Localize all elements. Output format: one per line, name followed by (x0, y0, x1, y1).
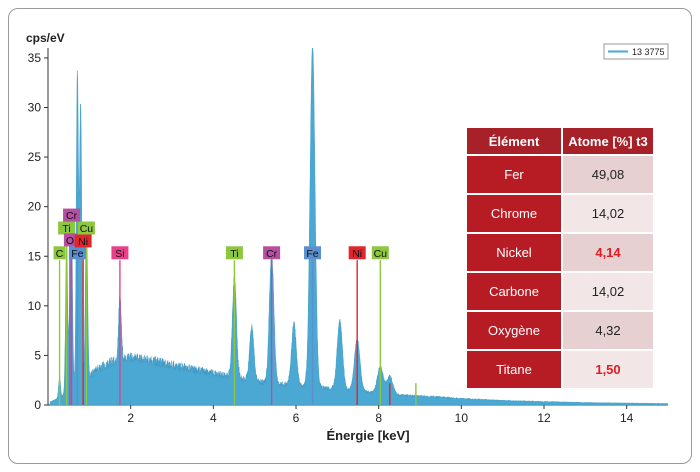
element-label-box (225, 246, 243, 260)
element-label-text: Ti (62, 223, 70, 235)
x-tick-label: 4 (210, 411, 217, 425)
element-label-text: Cr (66, 210, 78, 222)
element-label-c: C (53, 246, 66, 260)
y-tick-label: 20 (28, 200, 42, 214)
element-name: Carbone (467, 273, 563, 312)
table-header-row: Élément Atome [%] t3 (467, 128, 653, 156)
table-row: Fer 49,08 (467, 156, 653, 195)
element-label-ti: Ti (225, 246, 243, 260)
column-header-atom-percent: Atome [%] t3 (563, 128, 653, 156)
table-row: Oxygène 4,32 (467, 312, 653, 351)
element-label-box (111, 246, 129, 260)
y-axis-label: cps/eV (26, 31, 65, 45)
element-label-fe: Fe (304, 246, 322, 260)
y-tick-label: 30 (28, 101, 42, 115)
x-tick-label: 14 (620, 411, 634, 425)
y-tick-label: 15 (28, 249, 42, 263)
column-header-element: Élément (467, 128, 563, 156)
element-label-ni: Ni (348, 246, 366, 260)
element-label-o: O (63, 233, 76, 247)
element-label-text: Ni (78, 236, 88, 248)
atom-percent-value: 4,14 (563, 234, 653, 273)
x-tick-label: 8 (375, 411, 382, 425)
element-label-box (58, 221, 76, 235)
x-tick-label: 6 (293, 411, 300, 425)
table-row: Carbone 14,02 (467, 273, 653, 312)
element-label-box (74, 234, 92, 248)
element-label-box (63, 233, 76, 247)
legend-label: 13 3775 (632, 47, 665, 57)
element-label-text: C (56, 248, 64, 260)
element-name: Titane (467, 351, 563, 390)
element-label-box (348, 246, 366, 260)
y-tick-label: 25 (28, 150, 42, 164)
element-label-text: Cu (374, 248, 388, 260)
element-label-box (77, 221, 95, 235)
spectrum-series (49, 47, 669, 406)
element-label-box (68, 246, 86, 260)
atom-percent-value: 14,02 (563, 195, 653, 234)
x-tick-label: 12 (537, 411, 551, 425)
element-label-box (371, 246, 389, 260)
element-name: Fer (467, 156, 563, 195)
y-tick-label: 10 (28, 299, 42, 313)
atom-percent-value: 4,32 (563, 312, 653, 351)
x-axis-label: Énergie [keV] (326, 428, 409, 443)
element-label-box (63, 208, 81, 222)
element-label-si: Si (111, 246, 129, 260)
atom-percent-value: 14,02 (563, 273, 653, 312)
element-label-cu: Cu (77, 221, 95, 235)
table-row: Nickel 4,14 (467, 234, 653, 273)
atom-percent-value: 49,08 (563, 156, 653, 195)
element-label-text: Ti (230, 248, 238, 260)
element-name: Chrome (467, 195, 563, 234)
element-label-text: Si (115, 248, 124, 260)
y-tick-label: 0 (34, 398, 41, 412)
element-label-text: Fe (306, 248, 318, 260)
element-label-cu: Cu (371, 246, 389, 260)
composition-table: Élément Atome [%] t3 Fer 49,08 Chrome 14… (467, 128, 653, 390)
element-label-ti: Ti (58, 221, 76, 235)
element-label-text: Fe (71, 248, 83, 260)
element-name: Nickel (467, 234, 563, 273)
atom-percent-value: 1,50 (563, 351, 653, 390)
element-label-text: Cu (80, 223, 94, 235)
x-tick-label: 10 (455, 411, 469, 425)
element-name: Oxygène (467, 312, 563, 351)
element-label-text: Ni (352, 248, 362, 260)
element-label-text: Cr (266, 248, 278, 260)
x-tick-label: 2 (127, 411, 134, 425)
table-row: Chrome 14,02 (467, 195, 653, 234)
element-label-fe: Fe (68, 246, 86, 260)
y-tick-label: 35 (28, 51, 42, 65)
legend: 13 3775 (603, 43, 669, 60)
table-row: Titane 1,50 (467, 351, 653, 390)
legend-box (603, 43, 669, 60)
y-tick-label: 5 (34, 348, 41, 362)
element-label-cr: Cr (263, 246, 281, 260)
element-label-box (263, 246, 281, 260)
element-label-text: O (66, 235, 74, 247)
element-label-ni: Ni (74, 234, 92, 248)
element-label-box (53, 246, 66, 260)
element-label-cr: Cr (63, 208, 81, 222)
element-label-box (304, 246, 322, 260)
